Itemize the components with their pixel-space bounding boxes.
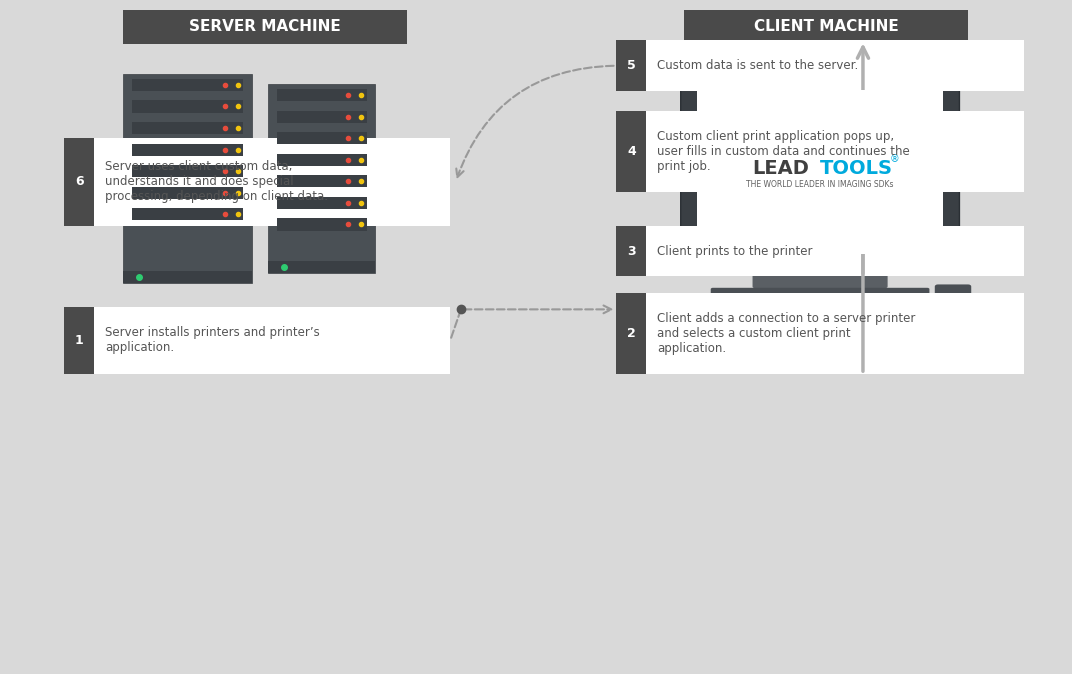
FancyBboxPatch shape [277,89,367,101]
Text: Client prints to the printer: Client prints to the printer [657,245,813,257]
Text: ®: ® [890,154,899,164]
FancyBboxPatch shape [711,288,929,301]
Text: 3: 3 [627,245,636,257]
FancyBboxPatch shape [616,40,646,91]
FancyBboxPatch shape [268,84,375,273]
Text: Custom client print application pops up,
user fills in custom data and continues: Custom client print application pops up,… [657,130,910,173]
FancyBboxPatch shape [132,122,243,134]
FancyBboxPatch shape [277,197,367,209]
Text: 6: 6 [75,175,84,189]
Text: Server installs printers and printer’s
application.: Server installs printers and printer’s a… [105,326,319,355]
FancyBboxPatch shape [616,293,646,374]
Text: Custom data is sent to the server.: Custom data is sent to the server. [657,59,859,72]
FancyBboxPatch shape [697,90,943,254]
FancyBboxPatch shape [277,132,367,144]
FancyBboxPatch shape [132,79,243,91]
FancyBboxPatch shape [935,284,971,303]
FancyBboxPatch shape [277,154,367,166]
Text: 2: 2 [627,327,636,340]
Text: THE WORLD LEADER IN IMAGING SDKs: THE WORLD LEADER IN IMAGING SDKs [746,180,894,189]
FancyBboxPatch shape [132,187,243,199]
Text: CLIENT MACHINE: CLIENT MACHINE [754,20,898,34]
FancyBboxPatch shape [753,272,888,288]
Text: SERVER MACHINE: SERVER MACHINE [190,20,341,34]
Text: Server uses client custom data,
understands it and does special
processing, depe: Server uses client custom data, understa… [105,160,328,204]
FancyBboxPatch shape [277,175,367,187]
FancyBboxPatch shape [123,10,407,44]
FancyBboxPatch shape [123,74,252,283]
FancyBboxPatch shape [616,226,1024,276]
Text: 1: 1 [75,334,84,347]
FancyBboxPatch shape [616,111,646,192]
Text: LEAD: LEAD [753,159,809,178]
FancyBboxPatch shape [64,307,94,374]
FancyBboxPatch shape [681,80,959,264]
FancyBboxPatch shape [132,144,243,156]
FancyBboxPatch shape [132,208,243,220]
FancyBboxPatch shape [132,165,243,177]
FancyBboxPatch shape [64,138,450,226]
FancyBboxPatch shape [123,271,252,283]
FancyBboxPatch shape [132,100,243,113]
FancyBboxPatch shape [64,138,94,226]
FancyBboxPatch shape [616,226,646,276]
FancyBboxPatch shape [616,293,1024,374]
Text: 5: 5 [627,59,636,72]
FancyBboxPatch shape [807,257,833,280]
FancyBboxPatch shape [277,218,367,231]
FancyBboxPatch shape [268,261,375,273]
FancyBboxPatch shape [684,10,968,44]
FancyBboxPatch shape [616,111,1024,192]
FancyBboxPatch shape [277,111,367,123]
Text: TOOLS: TOOLS [820,159,893,178]
FancyBboxPatch shape [616,40,1024,91]
Text: 4: 4 [627,145,636,158]
Text: Client adds a connection to a server printer
and selects a custom client print
a: Client adds a connection to a server pri… [657,312,915,355]
FancyBboxPatch shape [64,307,450,374]
